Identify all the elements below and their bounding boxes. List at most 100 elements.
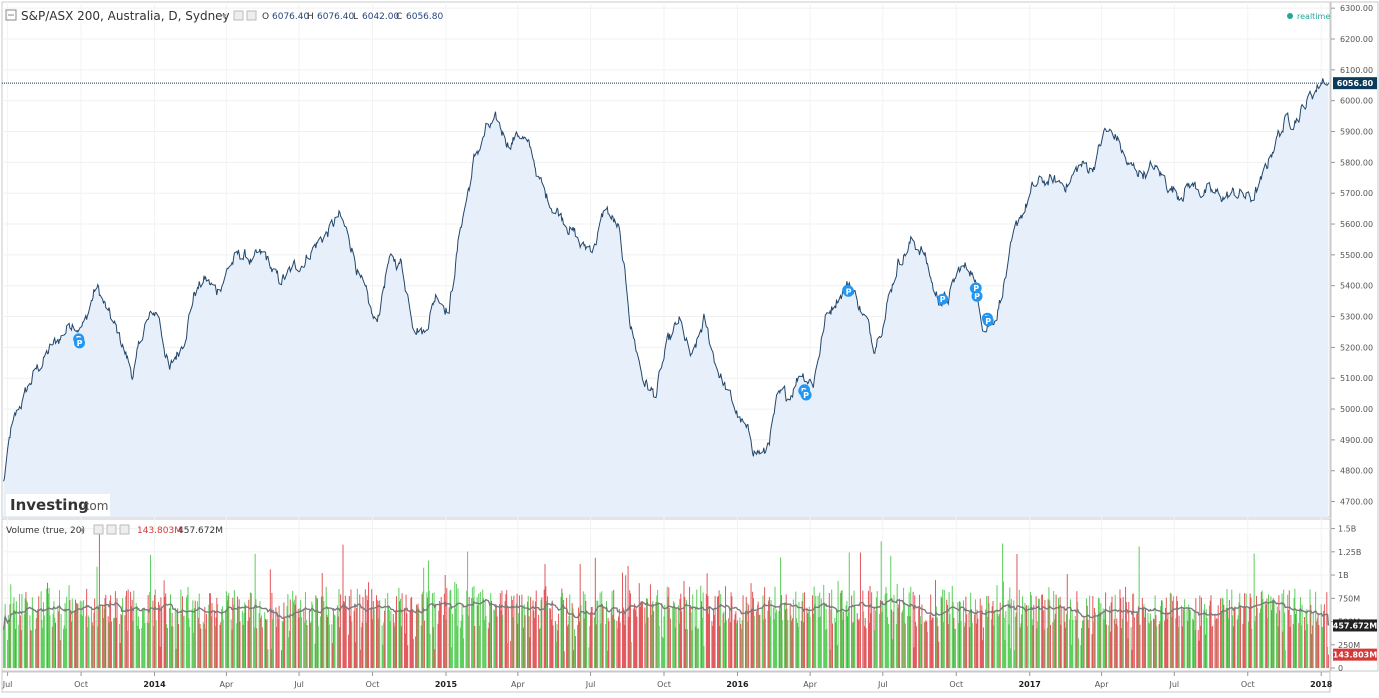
price-tick-label: 5000.00 [1340,405,1373,414]
volume-bar [1268,594,1269,668]
price-tick-label: 5500.00 [1340,251,1373,260]
volume-bar [245,605,246,668]
time-tick-label: 2017 [1019,680,1041,689]
volume-bar [648,617,649,668]
time-tick-label: Jul [2,680,13,689]
p-marker-icon[interactable]: P [801,390,812,401]
volume-bar [262,627,263,668]
volume-bar [659,626,660,668]
p-marker-icon[interactable]: P [843,286,854,297]
volume-bar [871,592,872,668]
volume-bar [49,615,50,668]
p-marker-icon[interactable]: P [971,283,982,294]
volume-bar [156,620,157,668]
volume-bar [184,616,185,668]
volume-bar [569,595,570,669]
volume-bar [726,620,727,668]
close-label: C [396,12,402,22]
volume-bar [1251,629,1252,668]
symbol-title[interactable]: S&P/ASX 200, Australia, D, Sydney [21,9,230,23]
volume-bar [782,620,783,668]
volume-bar [575,636,576,668]
volume-bar [765,619,766,669]
volume-bar [66,597,67,668]
volume-bar [1061,607,1062,668]
volume-bar [1000,603,1001,668]
volume-bar [1190,610,1191,668]
settings-icon[interactable] [234,11,243,20]
volume-bar [1279,610,1280,668]
volume-bar [116,598,117,668]
volume-bar [547,596,548,668]
volume-bar [1033,605,1034,668]
realtime-dot-icon [1287,13,1293,19]
volume-bar [446,588,447,668]
volume-bar [715,596,716,668]
volume-bar [1179,616,1180,668]
volume-bar [485,616,486,668]
volume-bar [256,628,257,668]
close-icon[interactable] [247,11,256,20]
volume-bar [972,623,973,668]
price-tick-label: 4900.00 [1340,436,1373,445]
open-label: O [262,12,269,22]
volume-bar [133,591,134,668]
volume-bar [323,601,324,668]
volume-bar [1234,607,1235,668]
volume-bar [89,617,90,668]
volume-bar [687,629,688,668]
price-tick-label: 5100.00 [1340,374,1373,383]
volume-bar [620,623,621,669]
time-tick-label: Jul [293,680,304,689]
volume-bar [1223,605,1224,668]
time-tick-label: 2016 [726,680,749,689]
volume-bar [899,599,900,668]
time-tick-label: Oct [74,680,88,689]
volume-bar [955,629,956,668]
volume-bar [312,605,313,668]
volume-bar [5,604,6,668]
volume-bar [273,610,274,668]
volume-bar [385,599,386,668]
price-tick-label: 5700.00 [1340,189,1373,198]
volume-bar [200,629,201,668]
volume-bar [1229,600,1230,668]
volume-close-icon[interactable] [120,525,129,534]
volume-settings-icon[interactable] [107,525,116,534]
volume-bar [748,605,749,668]
volume-bar [418,609,419,668]
volume-bar [390,611,391,668]
p-marker-icon[interactable]: P [983,315,994,326]
volume-bar [888,624,889,668]
volume-bar [379,600,380,668]
volume-bar [1011,599,1012,668]
volume-bar [27,603,28,669]
volume-bar [402,593,403,668]
volume-legend-title[interactable]: Volume (true, 20) [6,526,85,536]
volume-eye-icon[interactable] [94,525,103,534]
p-marker-icon[interactable]: P [74,337,85,348]
volume-bar [1123,597,1124,668]
volume-chevron-down-icon[interactable]: ▾ [80,526,85,536]
volume-bar [1016,554,1017,668]
time-tick-label: Oct [1241,680,1255,689]
volume-bar [631,642,632,668]
chevron-down-icon[interactable]: ▾ [222,12,227,22]
volume-bar [167,628,168,668]
volume-bar [430,634,431,668]
volume-bar [1028,606,1029,669]
volume-bar [536,591,537,669]
price-tick-label: 6200.00 [1340,35,1373,44]
volume-bar [759,615,760,668]
p-marker-icon[interactable]: P [937,294,948,305]
volume-bar [301,617,302,668]
volume-bar [329,625,330,668]
volume-bar [1111,597,1112,669]
volume-bar [290,599,291,668]
volume-bar [670,619,671,668]
volume-bar [128,590,129,669]
volume-bar [1145,608,1146,668]
volume-tick-label: 250M [1338,641,1360,650]
